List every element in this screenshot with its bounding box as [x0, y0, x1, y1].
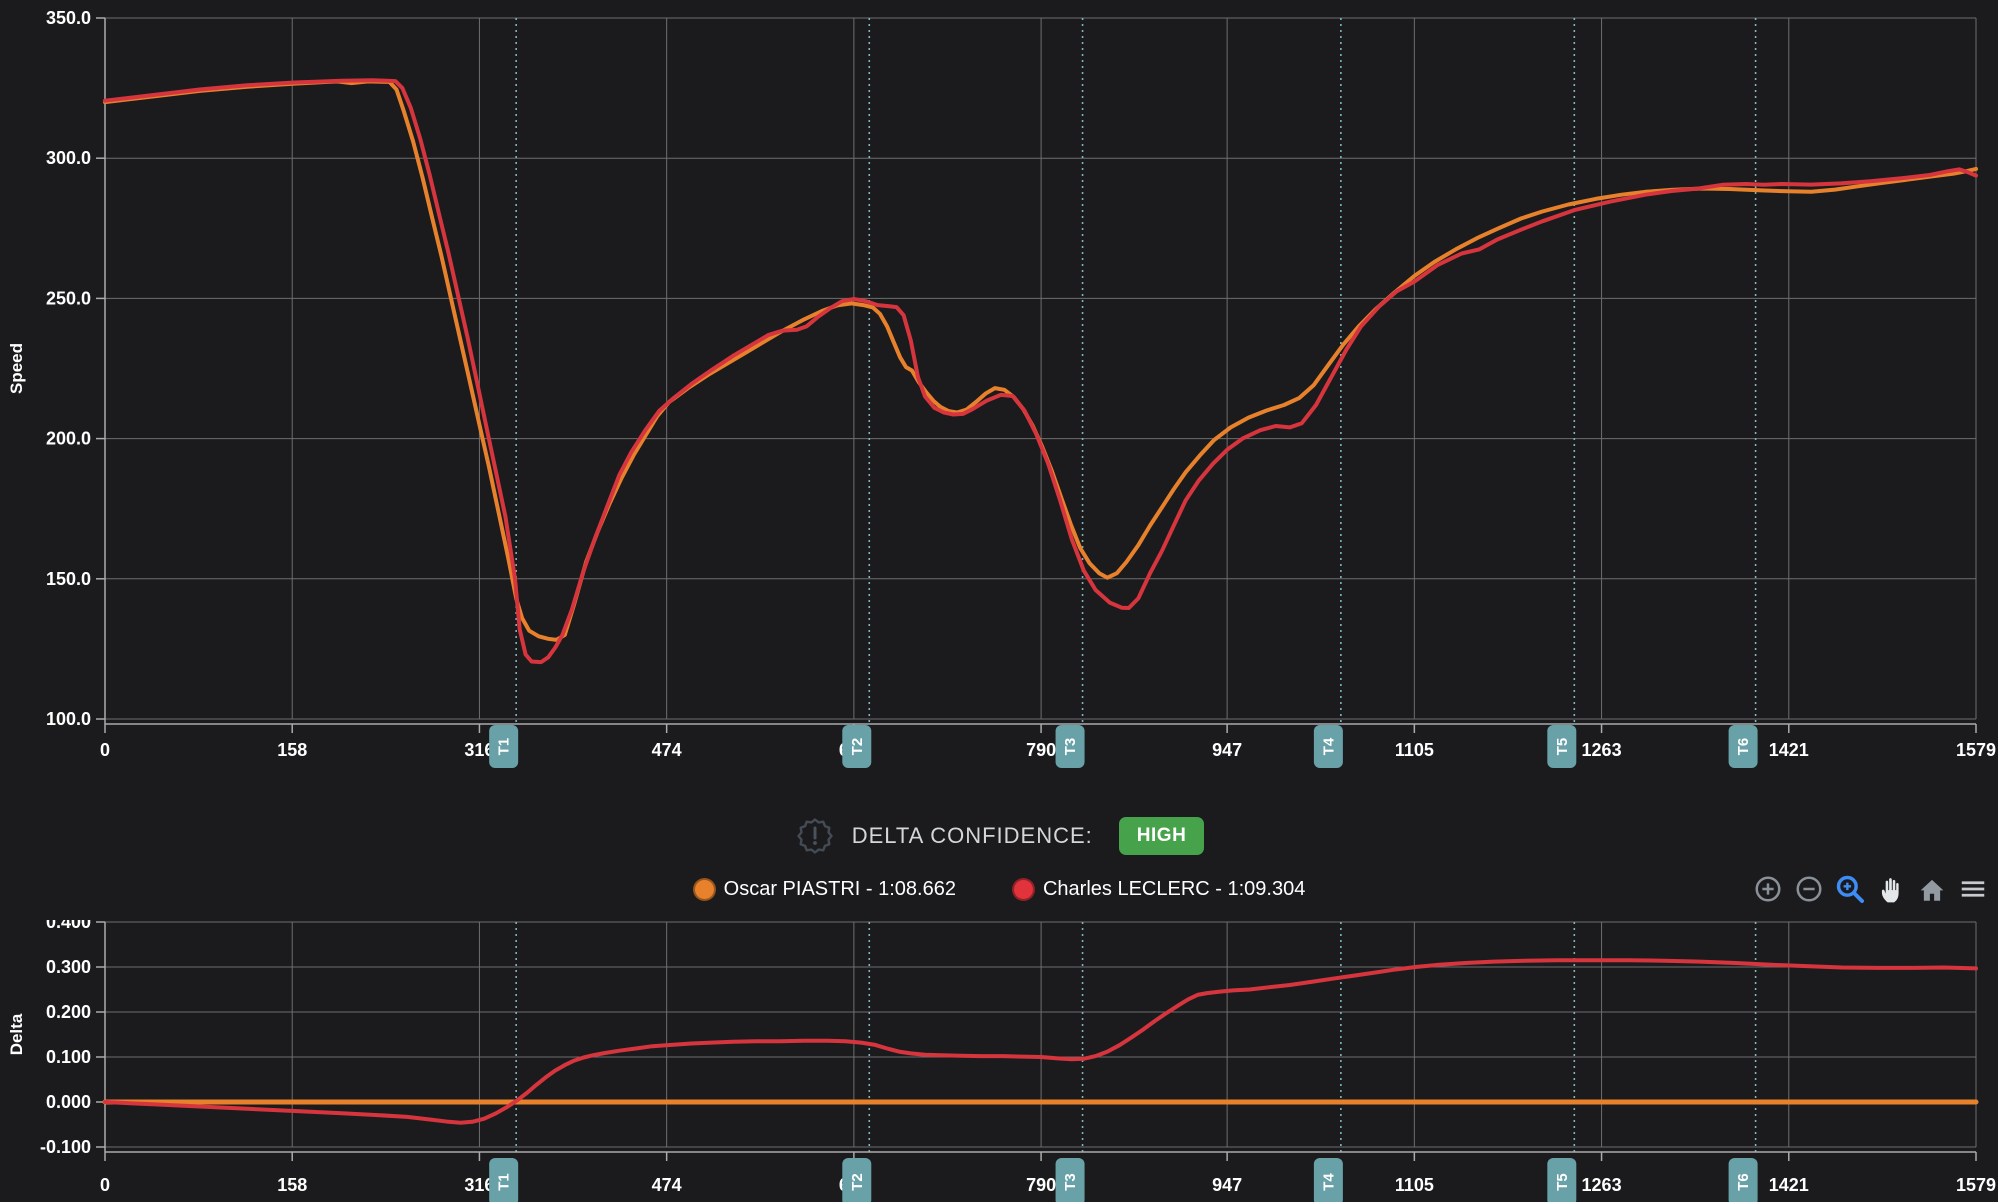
corner-badge-T6[interactable] — [1728, 725, 1758, 768]
x-tick-label: 1421 — [1769, 740, 1809, 760]
pan-button[interactable] — [1874, 872, 1908, 906]
legend-row: Oscar PIASTRI - 1:08.662 Charles LECLERC… — [0, 866, 1998, 912]
corner-badge-T1[interactable] — [489, 725, 519, 768]
x-tick-label: 316 — [464, 1175, 494, 1195]
y-axis-title: Delta — [7, 1013, 26, 1055]
corner-badge-T2[interactable] — [842, 1158, 872, 1202]
y-tick-label: 350.0 — [46, 8, 91, 28]
leclerc-legend-label: Charles LECLERC - 1:09.304 — [1042, 877, 1306, 900]
y-tick-label: 100.0 — [46, 709, 91, 729]
reset-view-button[interactable] — [1915, 872, 1949, 906]
x-tick-label: 947 — [1212, 740, 1242, 760]
corner-badge-T4[interactable] — [1313, 725, 1343, 768]
x-tick-label: 1263 — [1582, 1175, 1622, 1195]
seal-outline — [796, 818, 833, 854]
corner-badge-label: T3 — [1062, 738, 1079, 756]
x-tick-label: 1579 — [1956, 740, 1996, 760]
menu-button[interactable] — [1956, 872, 1990, 906]
series-line-leclerc — [103, 958, 1978, 1125]
exclamation-dot — [812, 841, 817, 845]
corner-badge-T3[interactable] — [1055, 1158, 1085, 1202]
leclerc-color-dot — [1011, 877, 1035, 901]
x-tick-label: 790 — [1026, 1175, 1056, 1195]
x-tick-label: 474 — [652, 740, 682, 760]
series-line-leclerc — [103, 78, 1978, 665]
x-tick-label: 158 — [277, 740, 307, 760]
legend-item-leclerc[interactable]: Charles LECLERC - 1:09.304 — [1011, 877, 1306, 901]
corner-badge-label: T6 — [1735, 738, 1752, 756]
corner-badge-T3[interactable] — [1055, 725, 1085, 768]
y-tick-label: 300.0 — [46, 148, 91, 168]
seal-exclamation-icon — [794, 815, 836, 857]
x-tick-label: 790 — [1026, 740, 1056, 760]
magnifier-plus-icon — [1836, 875, 1864, 903]
x-tick-label: 316 — [464, 740, 494, 760]
corner-badge-T4[interactable] — [1313, 1158, 1343, 1202]
series-line-piastri — [103, 79, 1978, 642]
corner-badge-label: T4 — [1320, 737, 1337, 755]
y-tick-label: 200.0 — [46, 429, 91, 449]
delta-confidence-row: DELTA CONFIDENCE: HIGH — [0, 806, 1998, 866]
y-tick-label: 0.200 — [46, 1002, 91, 1022]
x-tick-label: 1421 — [1769, 1175, 1809, 1195]
corner-badge-label: T5 — [1554, 738, 1571, 756]
speed-distance-chart[interactable]: 350.0 300.0 250.0 200.0 150.0 100.0 0 158 316 474… — [0, 0, 1998, 790]
box-zoom-button[interactable] — [1833, 872, 1867, 906]
x-tick-label: 0 — [100, 1175, 110, 1195]
corner-badge-T5[interactable] — [1547, 1158, 1577, 1202]
x-tick-label: 1579 — [1956, 1175, 1996, 1195]
x-tick-label: 474 — [652, 1175, 682, 1195]
y-tick-label: 150.0 — [46, 569, 91, 589]
zoom-in-icon — [1755, 876, 1781, 902]
y-tick-label: -0.100 — [40, 1137, 91, 1157]
confidence-value-badge: HIGH — [1118, 817, 1205, 855]
y-axis-title: Speed — [7, 343, 26, 394]
piastri-color-dot — [692, 877, 716, 901]
corner-badge-label: T1 — [496, 738, 513, 756]
corner-badge-T6[interactable] — [1728, 1158, 1758, 1202]
delta-confidence-label: DELTA CONFIDENCE: — [851, 823, 1093, 848]
corner-badge-T5[interactable] — [1547, 725, 1577, 768]
corner-badge-label: T3 — [1062, 1173, 1079, 1191]
corner-badge-label: T1 — [496, 1173, 513, 1191]
y-tick-label: 0.300 — [46, 957, 91, 977]
corner-badge-T2[interactable] — [842, 725, 872, 768]
legend-item-piastri[interactable]: Oscar PIASTRI - 1:08.662 — [692, 877, 956, 901]
corner-badge-label: T2 — [849, 738, 866, 756]
y-tick-label: 0.100 — [46, 1047, 91, 1067]
home-icon — [1920, 879, 1944, 901]
x-tick-label: 1105 — [1395, 1175, 1434, 1195]
x-tick-label: 0 — [100, 740, 110, 760]
corner-badge-label: T4 — [1320, 1173, 1337, 1191]
y-tick-label: 250.0 — [46, 288, 91, 308]
x-tick-label: 1263 — [1582, 740, 1622, 760]
x-tick-label: 1105 — [1395, 740, 1434, 760]
corner-badge-label: T2 — [849, 1173, 866, 1191]
zoom-in-button[interactable] — [1751, 872, 1785, 906]
corner-badge-label: T5 — [1554, 1173, 1571, 1191]
delta-distance-chart[interactable]: 0.400 0.300 0.200 0.100 0.000 -0.100 0 158 316 47… — [0, 920, 1998, 1202]
piastri-legend-label: Oscar PIASTRI - 1:08.662 — [723, 877, 956, 900]
zoom-out-button[interactable] — [1792, 872, 1826, 906]
hand-icon — [1881, 878, 1899, 903]
y-tick-label: 0.400 — [46, 920, 91, 932]
y-tick-label: 0.000 — [46, 1092, 91, 1112]
corner-badge-label: T6 — [1735, 1173, 1752, 1191]
zoom-out-icon — [1796, 876, 1822, 902]
x-tick-label: 158 — [277, 1175, 307, 1195]
hamburger-icon — [1961, 881, 1985, 897]
x-tick-label: 947 — [1212, 1175, 1242, 1195]
corner-badge-T1[interactable] — [489, 1158, 519, 1202]
chart-toolbar — [1751, 872, 1990, 906]
